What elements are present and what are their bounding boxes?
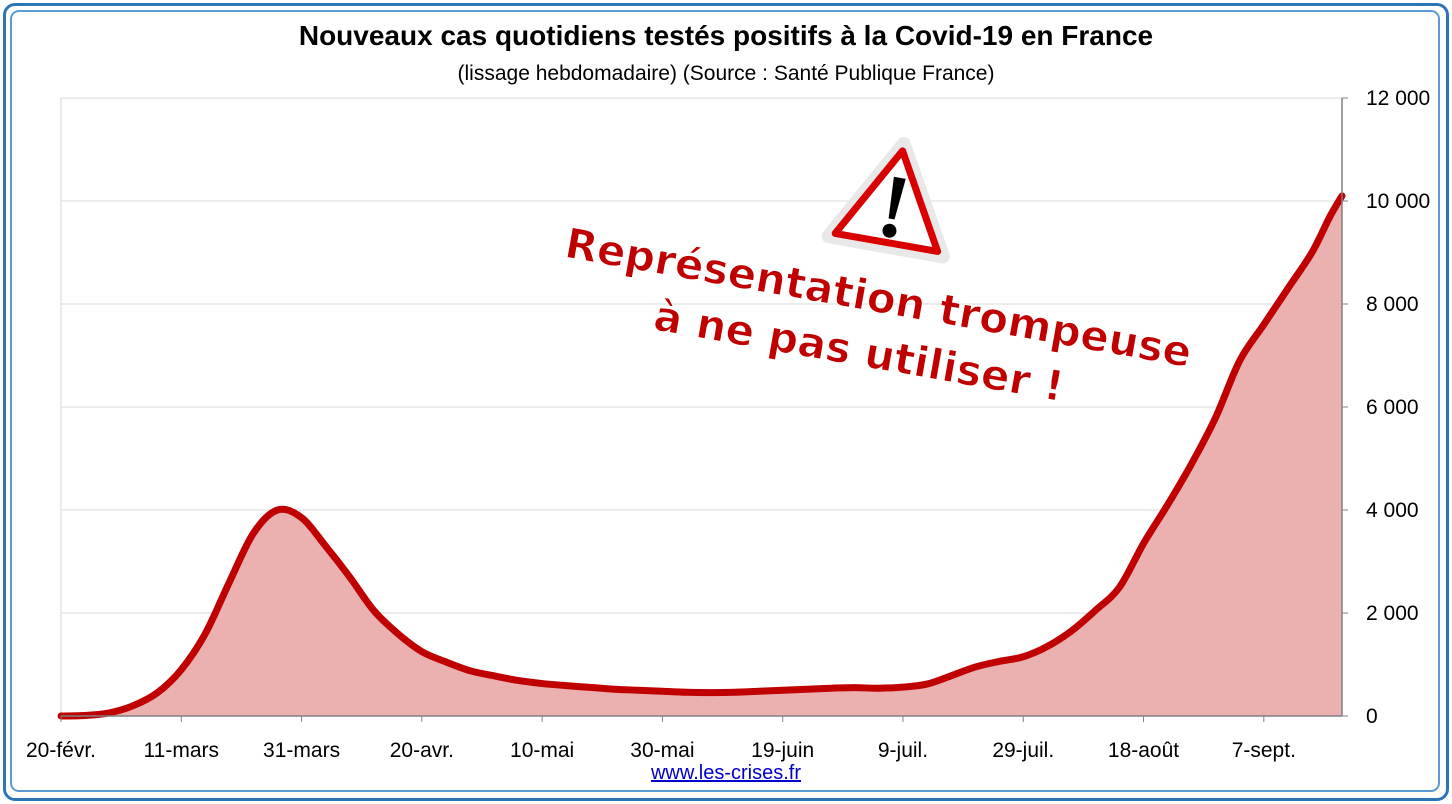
y-tick-label: 4 000 [1366, 499, 1419, 522]
x-tick-label: 31-mars [263, 739, 340, 762]
chart-subtitle: (lissage hebdomadaire) (Source : Santé P… [457, 62, 995, 85]
x-tick-label: 30-mai [630, 739, 694, 762]
y-tick-label: 0 [1366, 705, 1378, 728]
x-tick-label: 9-juil. [878, 739, 928, 762]
series-line [57, 192, 1346, 720]
x-tick-label: 11-mars [144, 739, 219, 762]
chart-title: Nouveaux cas quotidiens testés positifs … [298, 20, 1154, 51]
outer-frame [3, 3, 1449, 801]
x-tick-label: 29-juil. [992, 739, 1054, 762]
x-axis-ticks: 20-févr. 11-mars 31-mars 20-avr. 10-mai 30-ma… [26, 716, 1296, 762]
x-tick-label: 18-août [1108, 739, 1179, 762]
x-tick-label: 20-févr. [26, 739, 96, 762]
source-link[interactable]: www.les-crises.fr [650, 762, 801, 784]
x-tick-label: 19-juin [751, 739, 814, 762]
y-tick-label: 2 000 [1366, 602, 1419, 625]
x-tick-label: 20-avr. [390, 739, 454, 762]
x-tick-label: 10-mai [510, 739, 574, 762]
y-tick-label: 8 000 [1366, 293, 1419, 316]
y-axis-ticks: 0 2 000 4 000 6 000 8 000 10 000 12 000 [1342, 87, 1430, 728]
series-area [57, 192, 1346, 720]
inner-frame [10, 10, 1440, 792]
y-tick-label: 12 000 [1366, 87, 1430, 110]
y-tick-label: 10 000 [1366, 190, 1430, 213]
warning-triangle-icon [821, 136, 950, 264]
y-tick-label: 6 000 [1366, 396, 1419, 419]
x-tick-label: 7-sept. [1232, 739, 1296, 762]
